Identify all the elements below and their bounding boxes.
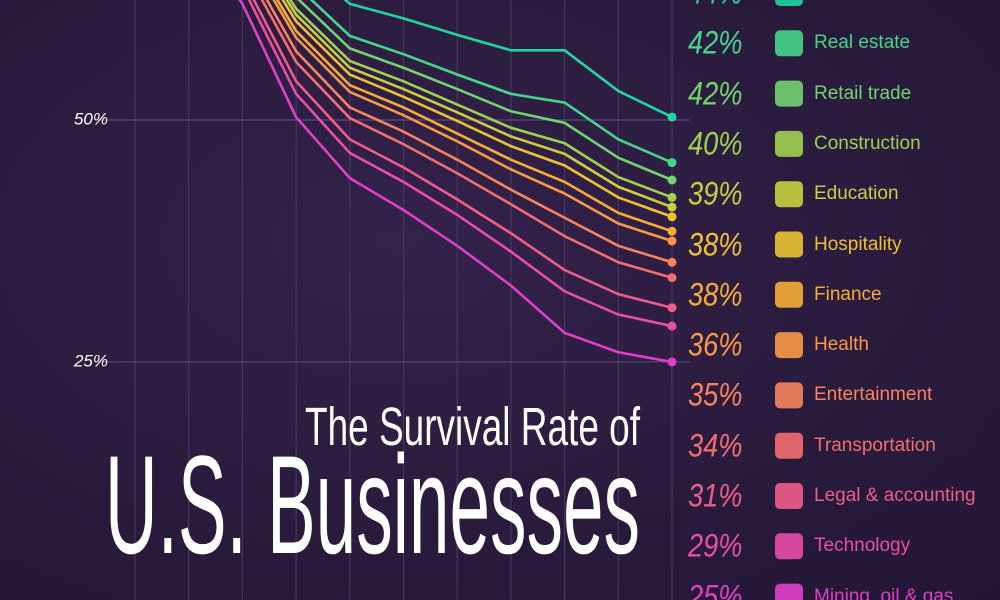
- end-dot: [667, 257, 677, 267]
- legend-value: 29%: [688, 527, 743, 564]
- end-dot: [667, 158, 677, 168]
- legend-value: 38%: [688, 276, 743, 313]
- legend-icon: [775, 231, 803, 258]
- legend-label: Education: [814, 183, 899, 205]
- end-dot: [667, 226, 677, 236]
- series-line: [260, 0, 673, 279]
- end-dot: [667, 192, 677, 202]
- legend-value: 39%: [688, 175, 743, 212]
- legend-value: 31%: [688, 477, 743, 514]
- legend-value: 36%: [688, 326, 743, 363]
- series-line: [281, 0, 673, 218]
- legend-value: 42%: [688, 75, 743, 112]
- series-line: [288, 0, 673, 199]
- series-line: [285, 0, 673, 209]
- series-line: [309, 0, 673, 164]
- legend-value: 42%: [688, 24, 743, 61]
- legend-label: Real estate: [814, 32, 911, 54]
- end-dot: [667, 303, 677, 313]
- legend-label: Legal & accounting: [814, 484, 976, 506]
- legend-value: 35%: [688, 376, 743, 413]
- legend-icon: [775, 382, 803, 409]
- legend-icon: [775, 583, 803, 600]
- legend-icon: [775, 432, 803, 459]
- series-line: [297, 0, 673, 182]
- legend-icon: [775, 0, 803, 6]
- legend-label: Hospitality: [814, 233, 902, 255]
- series-line: [238, 0, 673, 364]
- end-dot: [667, 202, 677, 212]
- legend-value: 25%: [688, 578, 743, 600]
- end-dot: [667, 357, 677, 367]
- legend-label: Construction: [814, 132, 921, 154]
- legend-value: 40%: [688, 125, 743, 162]
- legend-icon: [775, 80, 803, 107]
- legend-label: Technology: [814, 535, 911, 557]
- series-line: [343, 0, 673, 119]
- legend-label: Transportation: [814, 434, 936, 456]
- y-tick-label: 50%: [74, 109, 108, 128]
- legend-value: 44%: [688, 0, 742, 12]
- end-dot: [667, 236, 677, 246]
- end-dot: [667, 175, 677, 185]
- legend-icon: [775, 130, 803, 157]
- series-line: [247, 0, 673, 328]
- legend-icon: [775, 281, 803, 308]
- legend-icon: [775, 483, 803, 509]
- end-dot: [667, 112, 677, 122]
- legend-label: Retail trade: [814, 82, 912, 104]
- series-line: [265, 0, 673, 264]
- series-line: [272, 0, 673, 243]
- legend-icon: [775, 332, 803, 359]
- legend-icon: [775, 181, 803, 208]
- chart-subtitle: U.S. Businesses: [105, 426, 640, 583]
- legend-icon: [775, 533, 803, 560]
- legend-value: 34%: [688, 427, 743, 464]
- legend-icon: [775, 30, 803, 57]
- legend-value: 38%: [688, 226, 743, 262]
- legend-label: Mining, oil & gas: [814, 585, 954, 600]
- end-dot: [667, 321, 677, 331]
- y-tick-label: 25%: [73, 351, 108, 370]
- series-line: [275, 0, 673, 233]
- series-line: [252, 0, 673, 310]
- end-dot: [667, 273, 677, 283]
- legend-label: Entertainment: [814, 384, 933, 406]
- legend-label: Health: [814, 334, 869, 356]
- chart-title: The Survival Rate of: [305, 397, 641, 457]
- legend-label: Finance: [814, 283, 882, 305]
- end-dot: [667, 212, 677, 222]
